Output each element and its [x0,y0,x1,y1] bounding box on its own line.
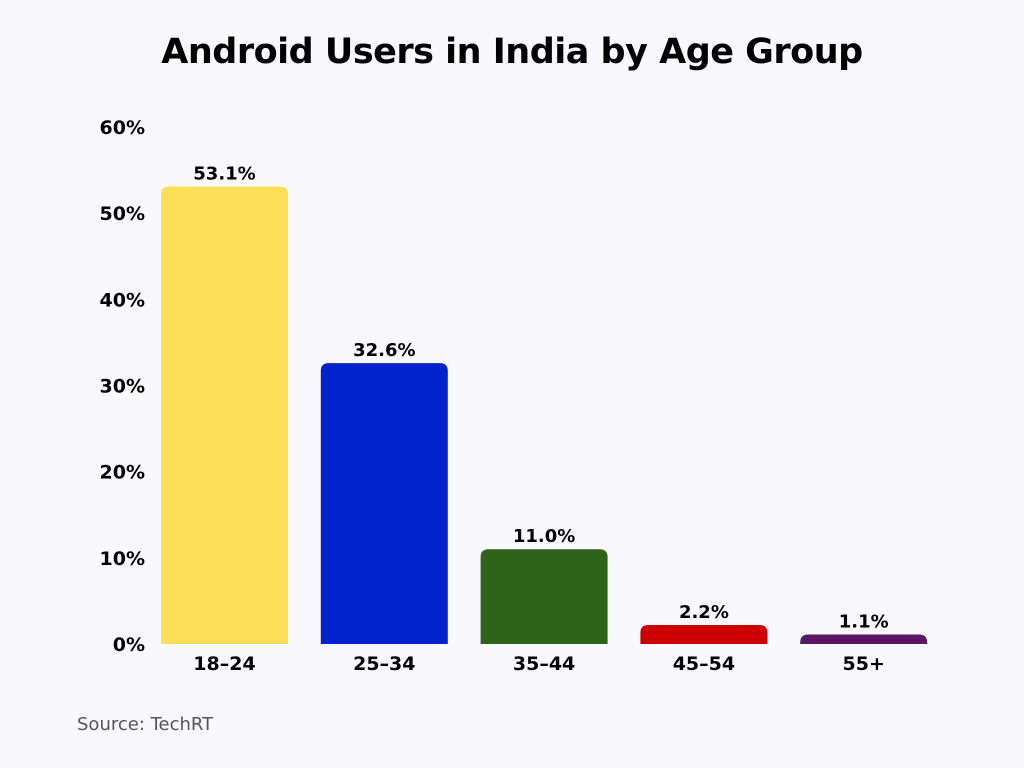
chart-title: Android Users in India by Age Group [161,32,863,72]
y-tick-label: 30% [100,376,145,398]
bar-55+ [800,634,928,644]
x-tick-label: 55+ [843,653,885,675]
bar-25–34 [320,363,448,644]
data-label: 1.1% [839,612,889,633]
y-tick-label: 50% [100,203,145,225]
data-label: 11.0% [513,526,575,547]
x-tick-label: 25–34 [353,653,415,675]
data-label: 2.2% [679,602,729,623]
y-tick-label: 60% [100,117,145,139]
bar-18–24 [161,186,288,644]
y-tick-label: 20% [100,462,145,484]
bar-35–44 [480,549,608,644]
x-tick-label: 35–44 [513,653,575,675]
y-tick-label: 40% [100,289,145,311]
y-tick-label: 0% [113,634,145,656]
data-label: 53.1% [193,163,255,184]
bar-45–54 [640,625,768,644]
source-note: Source: TechRT [77,714,214,735]
x-tick-label: 18–24 [193,653,255,675]
data-label: 32.6% [353,340,415,361]
y-tick-label: 10% [100,548,145,570]
x-tick-label: 45–54 [673,653,735,675]
